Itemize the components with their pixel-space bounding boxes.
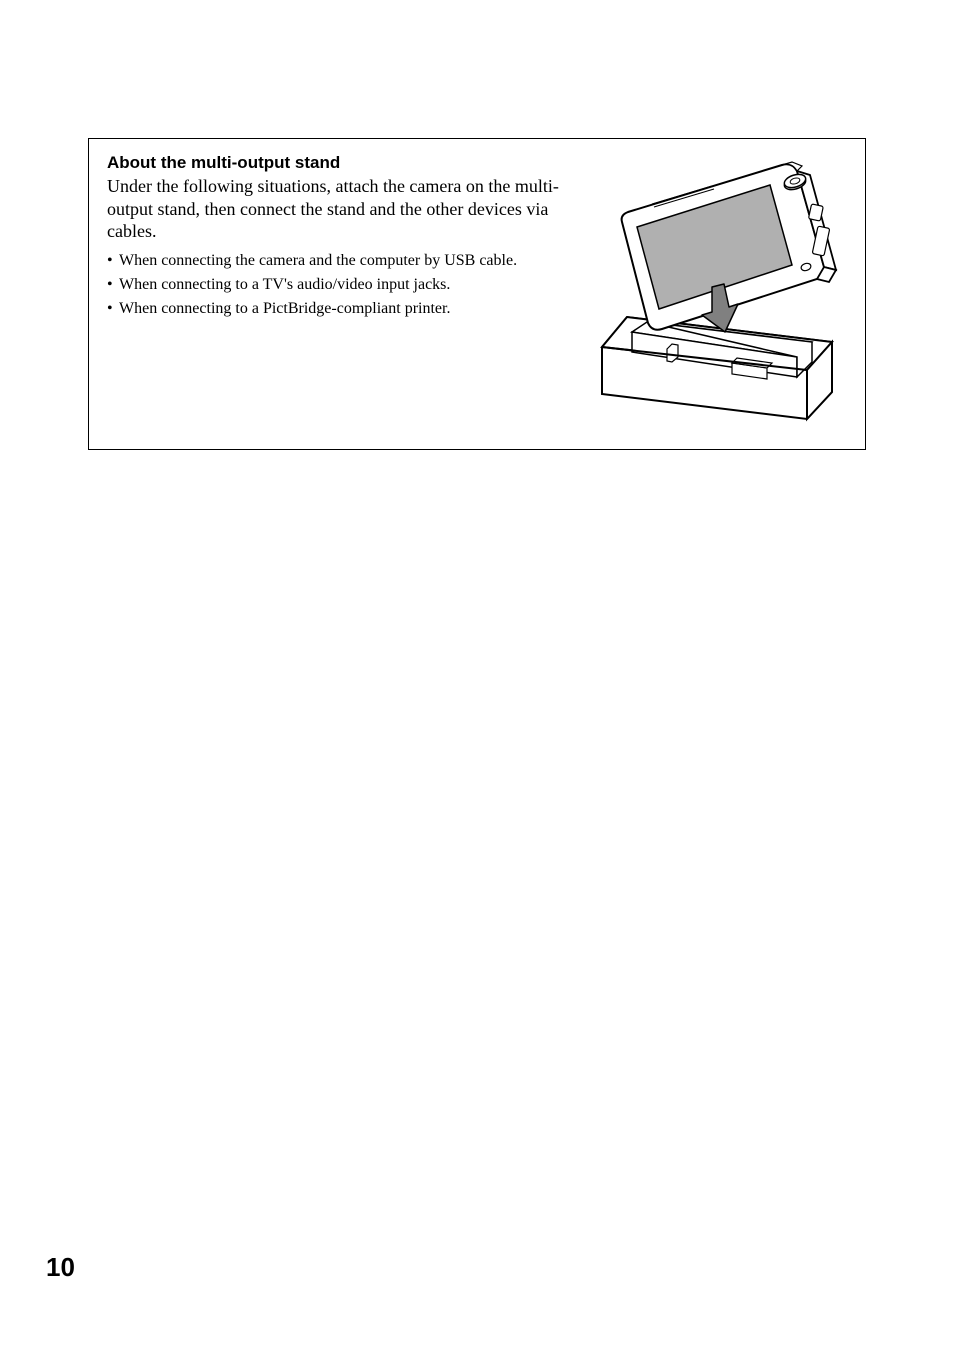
info-text-column: About the multi-output stand Under the f… [107,153,597,321]
page-number: 10 [46,1252,75,1283]
box-title: About the multi-output stand [107,153,597,173]
bullet-item: When connecting to a PictBridge-complian… [107,297,597,321]
intro-text: Under the following situations, attach t… [107,175,597,243]
bullet-item: When connecting to a TV's audio/video in… [107,273,597,297]
camera-dock-svg [592,157,847,432]
dock-base [601,317,832,419]
bullet-item: When connecting the camera and the compu… [107,249,597,273]
bullet-list: When connecting the camera and the compu… [107,249,597,321]
info-box: About the multi-output stand Under the f… [88,138,866,450]
page-content: About the multi-output stand Under the f… [0,0,954,450]
camera-dock-illustration [592,157,847,432]
